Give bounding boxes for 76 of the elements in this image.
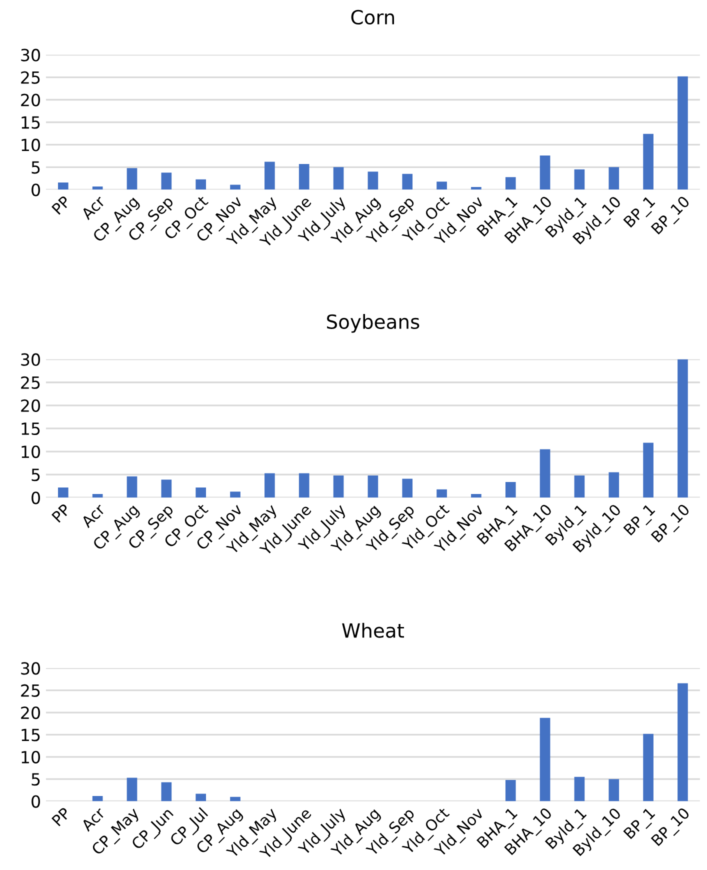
- bar: [58, 487, 68, 498]
- y-tick-label: 10: [22, 445, 40, 458]
- bar: [678, 359, 688, 498]
- bar: [505, 482, 516, 498]
- y-tick-label: 20: [21, 399, 40, 412]
- y-tick-label: 0: [32, 184, 40, 196]
- bar: [540, 449, 550, 498]
- bar: [505, 177, 516, 190]
- bar: [643, 734, 654, 802]
- y-tick-label: 5: [32, 161, 40, 174]
- bar: [126, 476, 138, 498]
- bar: [161, 480, 172, 498]
- bar: [333, 476, 344, 498]
- bar: [196, 179, 206, 190]
- bar: [264, 162, 275, 190]
- bar: [230, 184, 240, 190]
- y-tick-label: 25: [21, 71, 40, 84]
- bar: [436, 489, 447, 498]
- bar: [608, 472, 620, 498]
- bar: [368, 172, 378, 190]
- chart-title: Corn: [351, 10, 394, 25]
- y-tick-label: 25: [21, 684, 40, 697]
- bar: [540, 718, 550, 802]
- bar: [678, 76, 688, 190]
- bar: [471, 494, 482, 498]
- bar: [126, 168, 138, 190]
- chart-title: Soybeans: [327, 314, 420, 333]
- y-tick-label: 5: [32, 773, 40, 786]
- y-tick-label: 30: [21, 662, 40, 675]
- bar: [505, 780, 516, 802]
- bar: [264, 473, 275, 498]
- bar: [368, 476, 378, 498]
- bar: [298, 473, 310, 498]
- y-tick-label: 20: [21, 706, 40, 720]
- y-tick-label: 15: [22, 116, 40, 129]
- bar: [333, 167, 344, 190]
- y-tick-label: 10: [22, 750, 40, 764]
- bar: [230, 796, 240, 802]
- x-tick-label: PP: [52, 503, 72, 523]
- bar: [540, 156, 550, 190]
- bar: [436, 182, 447, 190]
- bar: [196, 794, 206, 802]
- y-tick-label: 5: [32, 468, 40, 482]
- bar: [402, 478, 413, 498]
- y-tick-label: 15: [22, 422, 40, 436]
- bar: [161, 172, 172, 190]
- y-tick-label: 15: [22, 728, 40, 742]
- bar: [643, 442, 654, 498]
- y-tick-label: 20: [21, 94, 40, 106]
- bar: [58, 182, 68, 190]
- bar: [678, 683, 688, 802]
- bar: [402, 174, 413, 190]
- bar: [92, 186, 103, 190]
- y-tick-label: 30: [21, 353, 40, 366]
- bar: [574, 476, 585, 498]
- x-tick-label: PP: [52, 195, 72, 215]
- bar: [92, 494, 103, 498]
- bar: [196, 487, 206, 498]
- y-tick-label: 25: [21, 376, 40, 389]
- bar: [608, 779, 620, 802]
- y-tick-label: 10: [22, 138, 40, 152]
- y-tick-label: 30: [21, 48, 40, 62]
- bar: [161, 782, 172, 802]
- bar: [574, 169, 585, 190]
- chart-title: Wheat: [342, 622, 404, 638]
- bar: [574, 776, 585, 802]
- x-tick-label: PP: [52, 806, 72, 826]
- bar: [230, 492, 240, 498]
- y-tick-label: 0: [32, 492, 40, 504]
- bar: [298, 164, 310, 190]
- bar: [126, 778, 138, 802]
- y-tick-label: 0: [32, 795, 40, 808]
- bar: [643, 134, 654, 190]
- bar: [471, 186, 482, 190]
- bar: [92, 796, 103, 802]
- bar: [608, 167, 620, 190]
